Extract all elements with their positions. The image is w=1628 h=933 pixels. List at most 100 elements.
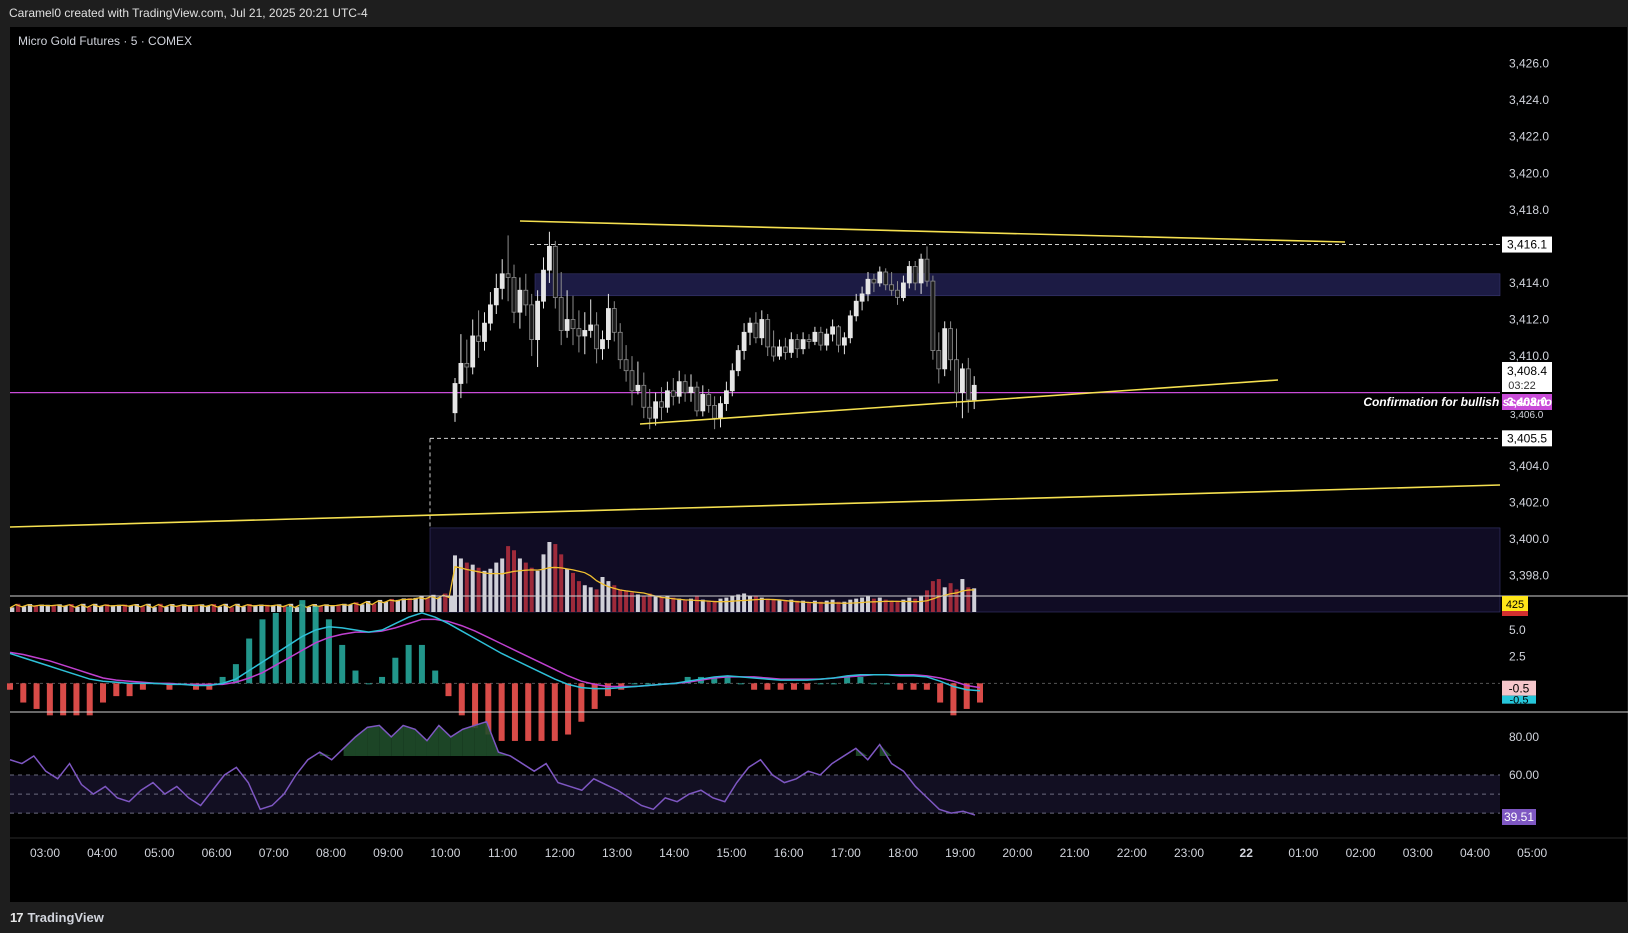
volume-bar <box>182 604 187 612</box>
volume-bar <box>247 604 252 612</box>
candle <box>936 332 942 384</box>
volume-bar <box>812 600 817 612</box>
candle-body <box>529 304 535 341</box>
volume-bar <box>771 599 776 612</box>
candle <box>788 332 794 358</box>
volume-bar <box>818 601 823 612</box>
candle <box>582 312 588 355</box>
macd-histogram-bar <box>445 683 452 697</box>
rsi-overbought-fill <box>450 729 463 756</box>
candle <box>747 317 753 346</box>
symbol-title[interactable]: Micro Gold Futures · 5 · COMEX <box>18 34 193 48</box>
trendlines-layer <box>9 220 1501 528</box>
volume-bar <box>506 546 511 612</box>
candle-body <box>712 405 717 419</box>
macd-histogram-bar <box>790 683 797 690</box>
volume-bar <box>824 600 829 612</box>
candle-body <box>965 368 971 401</box>
candle <box>458 334 464 399</box>
volume-bar <box>170 604 175 612</box>
macd-histogram-bar <box>963 683 970 709</box>
candle <box>659 387 664 421</box>
candle-body <box>499 273 505 289</box>
macd-histogram-bar <box>193 683 200 690</box>
candle-body <box>729 370 735 392</box>
candles-layer <box>452 231 977 430</box>
volume-bar <box>582 585 587 612</box>
volume-bar <box>116 604 122 612</box>
candle-body <box>906 266 912 284</box>
candle-body <box>718 403 723 419</box>
volume-bar <box>541 554 546 612</box>
price-tick-label: 3,412.0 <box>1509 313 1549 327</box>
volume-bar <box>324 604 329 612</box>
volume-ma-badge <box>1502 596 1528 611</box>
volume-bar <box>395 599 400 612</box>
candle-body <box>912 266 918 284</box>
candle <box>729 363 735 397</box>
candle <box>682 374 688 402</box>
volume-bar <box>158 603 163 612</box>
candle-body <box>771 346 776 357</box>
candle-body <box>564 319 570 331</box>
candle-body <box>918 258 924 284</box>
candle <box>670 378 676 406</box>
candle-body <box>670 390 676 397</box>
macd-histogram-bar <box>817 683 824 685</box>
candle-body <box>558 297 564 331</box>
time-tick-label: 13:00 <box>602 846 632 860</box>
macd-histogram-bar <box>246 638 253 684</box>
volume-bar <box>653 596 658 612</box>
volume-bar <box>742 593 747 612</box>
macd-histogram-bar <box>857 676 864 684</box>
macd-histogram-bar <box>325 619 332 684</box>
candle <box>523 273 529 316</box>
candle <box>541 257 546 309</box>
high-price-label: 3,416.1 <box>1507 238 1547 252</box>
candle-body <box>482 322 487 342</box>
time-tick-label: 15:00 <box>716 846 746 860</box>
volume-bar <box>972 588 977 612</box>
left-frame-strip <box>0 27 10 902</box>
rsi-overbought-fill <box>319 752 332 756</box>
time-tick-label: 22 <box>1240 846 1254 860</box>
volume-bar <box>966 587 971 612</box>
macd-histogram-bar <box>591 683 598 709</box>
candle <box>971 376 977 410</box>
macd-histogram-bar <box>897 683 904 690</box>
volume-bar <box>795 600 800 612</box>
candle <box>895 281 900 305</box>
volume-bar <box>594 589 599 612</box>
price-tick-label: 3,404.0 <box>1509 459 1549 473</box>
rsi-overbought-fill <box>415 729 427 756</box>
volume-bar <box>431 594 436 612</box>
macd-histogram-bar <box>804 683 811 690</box>
candle-body <box>588 324 594 331</box>
candle <box>853 293 859 322</box>
volume-bar <box>529 567 534 612</box>
candle <box>924 246 930 287</box>
candle <box>847 310 853 344</box>
macd-histogram-bar <box>86 683 93 716</box>
candle-body <box>924 258 930 282</box>
macd-value-badge <box>1502 680 1536 696</box>
volume-bar <box>777 599 782 612</box>
time-tick-label: 05:00 <box>144 846 174 860</box>
candle-body <box>877 271 883 284</box>
time-tick-label: 07:00 <box>259 846 289 860</box>
rsi-value-badge <box>1502 809 1536 825</box>
rsi-value-label: 39.51 <box>1504 810 1534 824</box>
volume-bar <box>217 606 222 612</box>
volume-bar <box>140 606 145 612</box>
chart-frame[interactable] <box>10 27 1628 902</box>
volume-bar <box>517 558 522 612</box>
candle <box>948 321 953 371</box>
volume-bar <box>63 605 68 612</box>
candle <box>665 381 670 413</box>
rsi-overbought-fill <box>879 744 892 756</box>
candle-body <box>511 277 517 313</box>
low-price-label: 3,405.5 <box>1507 431 1547 445</box>
volume-bar <box>618 589 623 612</box>
tradingview-brand[interactable]: 17 TradingView <box>10 902 104 933</box>
